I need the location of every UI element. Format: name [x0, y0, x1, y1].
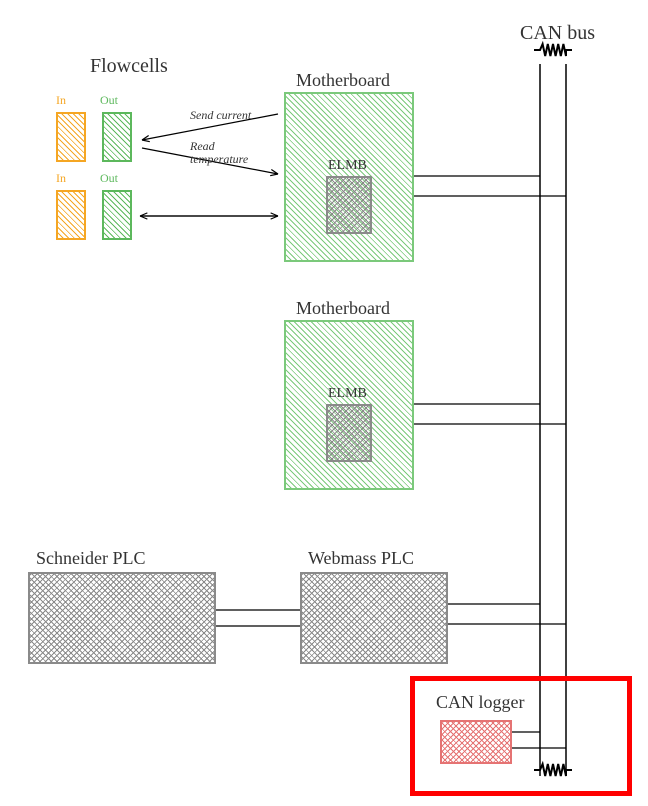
out2-label: Out: [100, 171, 118, 186]
cell-out1: [102, 112, 132, 162]
schneider-title: Schneider PLC: [36, 548, 146, 569]
in2-label: In: [56, 171, 66, 186]
cell-in2: [56, 190, 86, 240]
cell-in1: [56, 112, 86, 162]
motherboard2-title: Motherboard: [296, 298, 390, 319]
canbus-title: CAN bus: [520, 22, 595, 45]
flowcells-title: Flowcells: [90, 55, 168, 78]
motherboard1-title: Motherboard: [296, 70, 390, 91]
read-temperature-label: Read temperature: [190, 140, 248, 166]
elmb1-label: ELMB: [328, 158, 367, 174]
send-current-label: Send current: [190, 108, 251, 123]
elmb2-box: [326, 404, 372, 462]
elmb2-label: ELMB: [328, 386, 367, 402]
highlight-frame: [410, 676, 632, 796]
schneider-box: [28, 572, 216, 664]
in1-label: In: [56, 93, 66, 108]
elmb1-box: [326, 176, 372, 234]
cell-out2: [102, 190, 132, 240]
webmass-title: Webmass PLC: [308, 548, 414, 569]
webmass-box: [300, 572, 448, 664]
out1-label: Out: [100, 93, 118, 108]
